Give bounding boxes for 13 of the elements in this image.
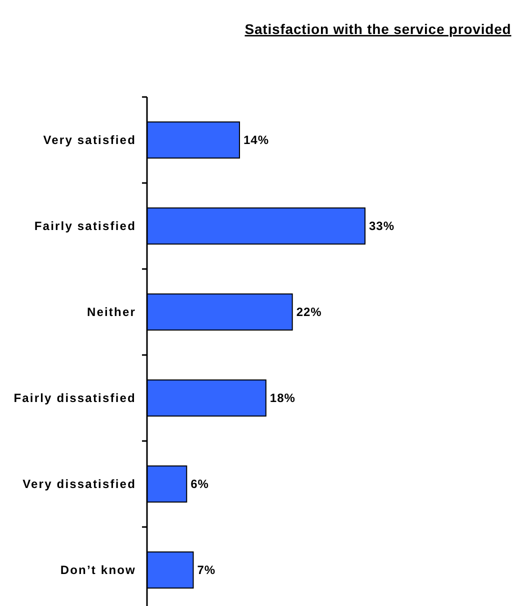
y-tick-label: Fairly dissatisfied — [14, 390, 136, 405]
data-label: 22% — [296, 305, 322, 320]
data-label: 18% — [270, 391, 296, 406]
chart-title: Satisfaction with the service provided — [244, 21, 512, 37]
y-tick-label: Don’t know — [60, 562, 136, 577]
y-tick-label: Very dissatisfied — [22, 476, 136, 491]
y-tick-label: Fairly satisfied — [34, 218, 136, 233]
data-label: 6% — [190, 477, 209, 492]
y-tick-label: Very satisfied — [43, 132, 136, 147]
data-label: 33% — [369, 219, 395, 234]
data-label: 14% — [243, 133, 270, 148]
y-tick-label: Neither — [86, 304, 136, 319]
data-label: 7% — [197, 563, 216, 578]
